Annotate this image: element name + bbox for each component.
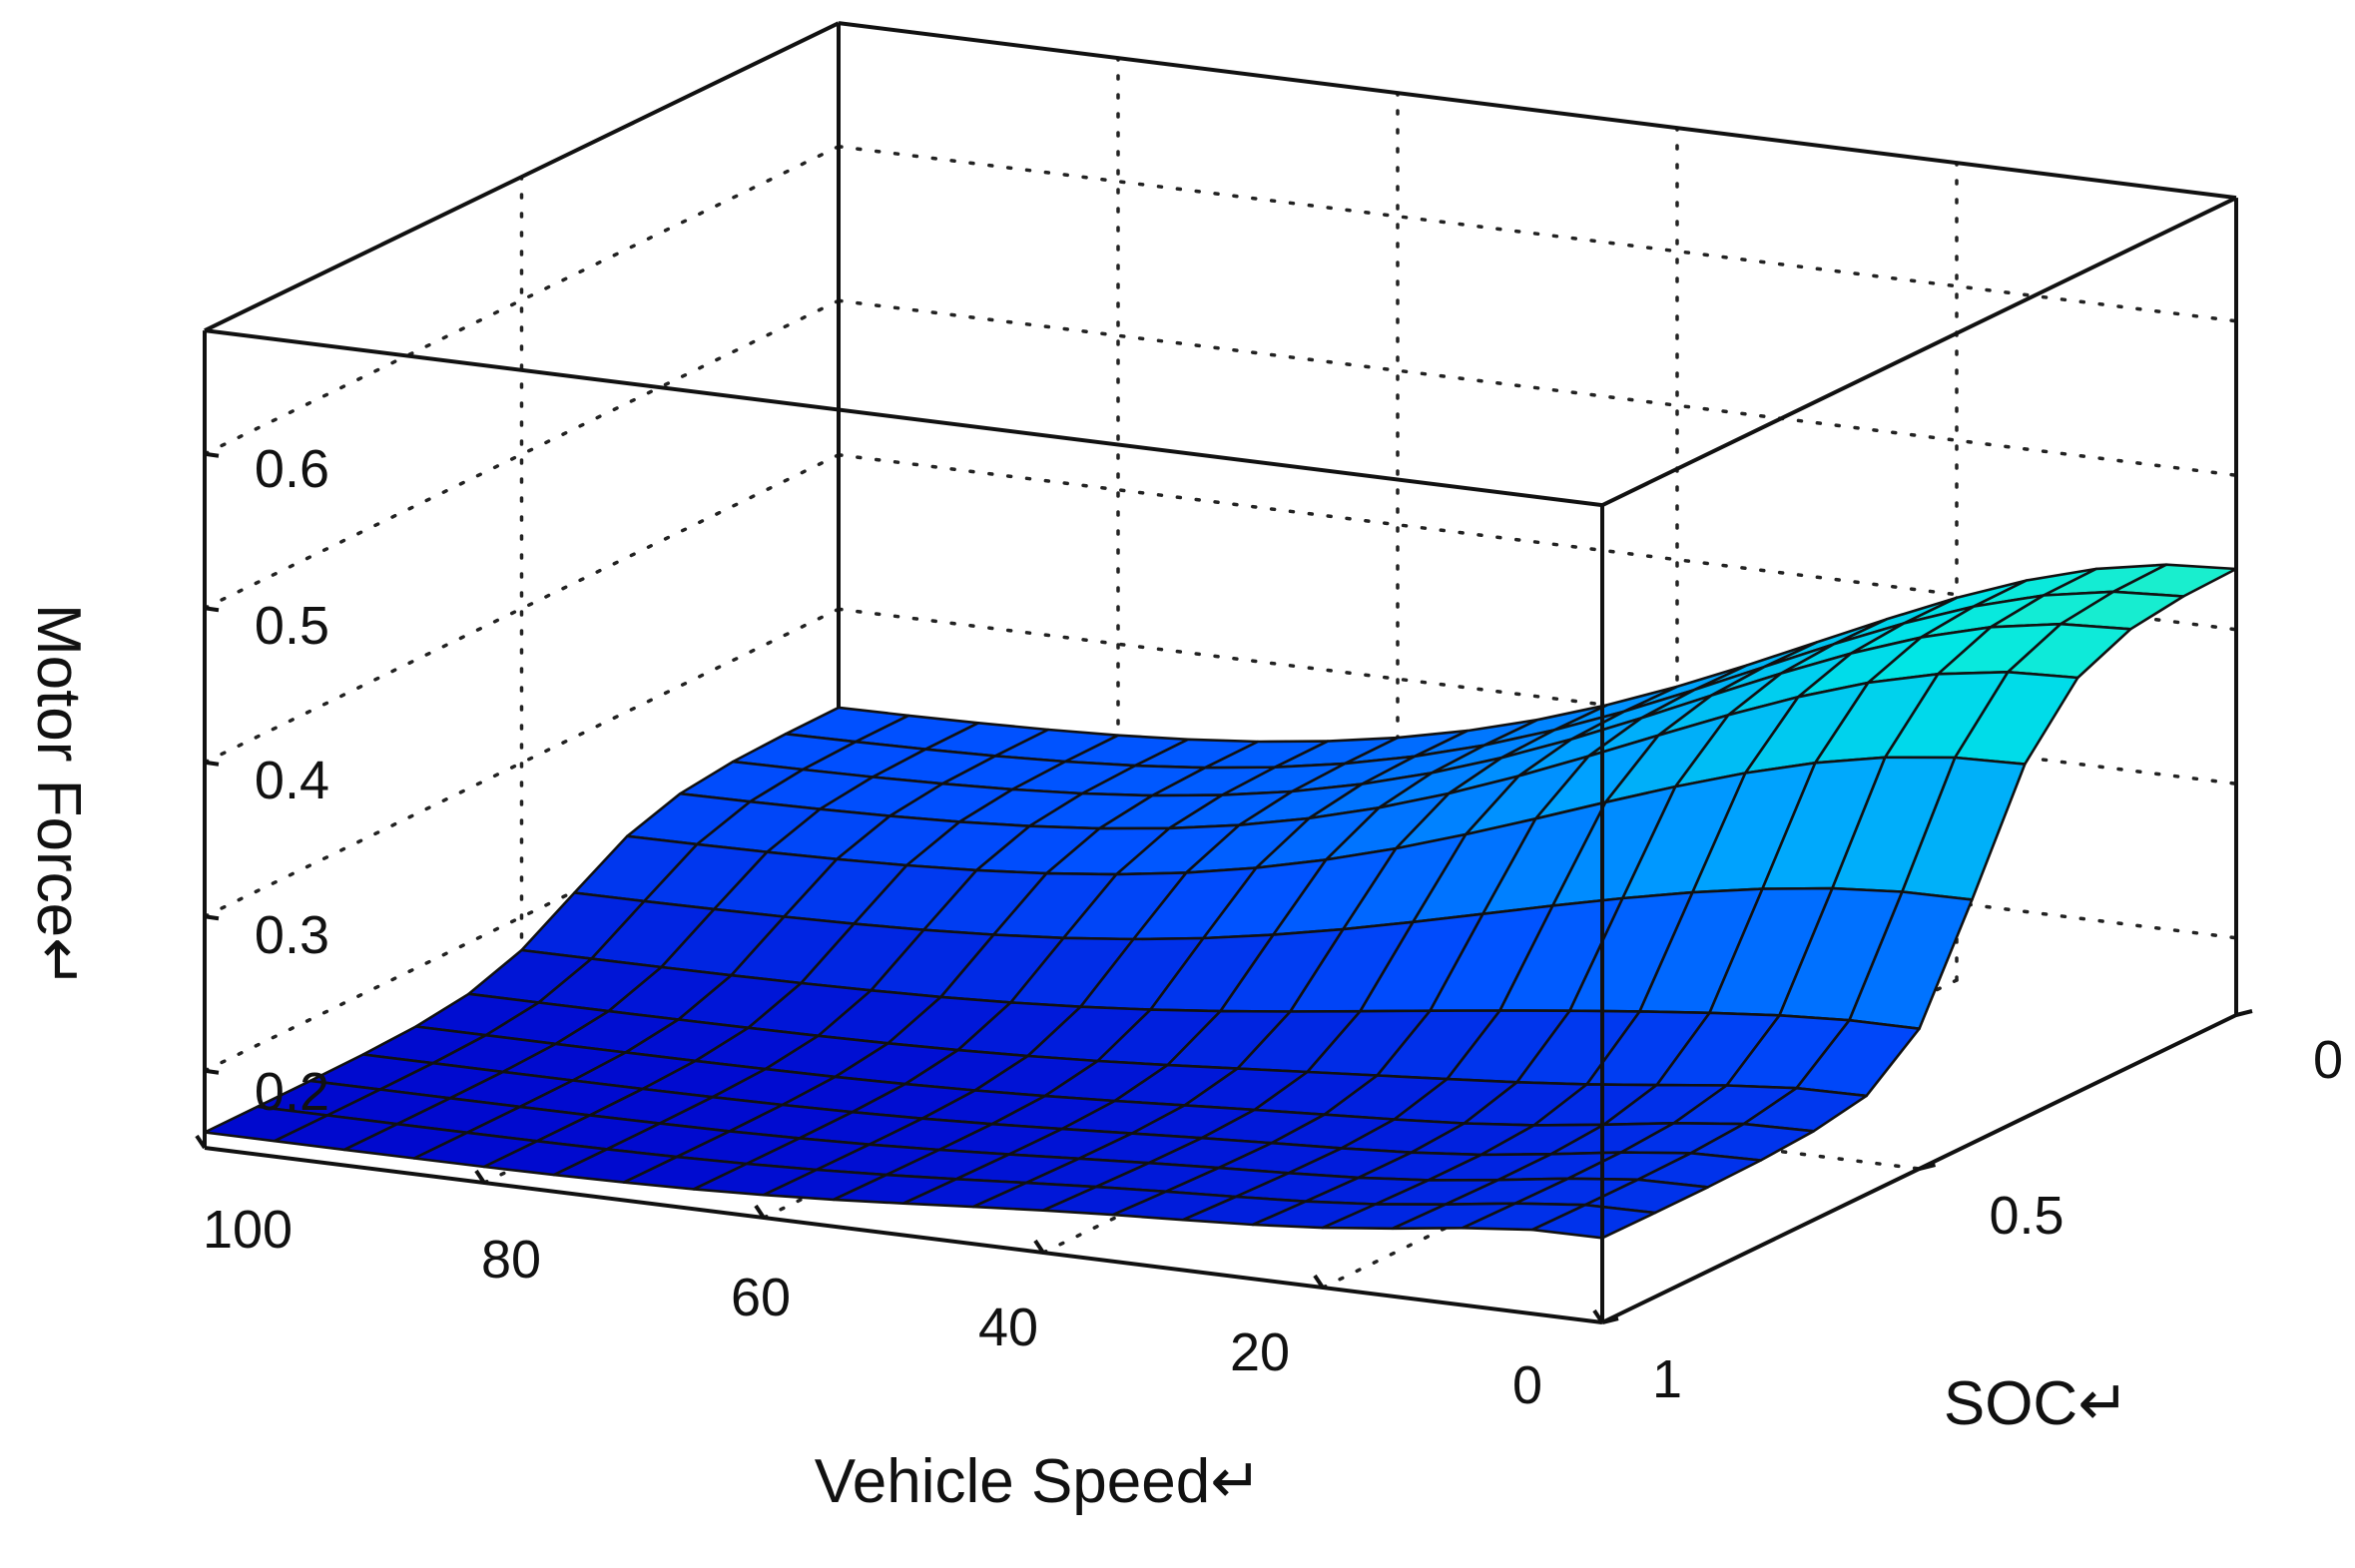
box-edge: [838, 21, 2237, 201]
surface-face: [1530, 1203, 1657, 1240]
grid-line: [837, 298, 2238, 477]
y-tick-labels: 0 0.5 1: [1652, 1030, 2343, 1409]
box-edge: [204, 21, 840, 332]
x-tick-label: 20: [1230, 1322, 1290, 1382]
x-tick-labels: 0 20 40 60 80 100: [203, 1200, 1542, 1415]
x-tick-mark: [474, 1169, 486, 1185]
grid-line: [203, 607, 841, 918]
x-tick-label: 80: [481, 1230, 541, 1290]
x-tick-mark: [1033, 1239, 1045, 1255]
box-edge: [204, 1146, 1603, 1324]
y-tick-label: 1: [1652, 1349, 1682, 1409]
box-edge: [1601, 196, 2237, 507]
z-axis-label: Motor Force↵: [24, 604, 93, 989]
z-tick-mark: [204, 760, 220, 767]
x-tick-mark: [195, 1134, 207, 1150]
surface-mesh: [203, 563, 2238, 1240]
z-tick-label: 0.5: [255, 596, 329, 656]
z-tick-label: 0.4: [255, 751, 329, 810]
z-tick-mark: [204, 451, 220, 458]
grid-line: [203, 453, 841, 765]
z-tick-mark: [204, 914, 220, 921]
x-tick-mark: [1313, 1274, 1325, 1290]
y-tick-mark: [2235, 1009, 2253, 1017]
z-tick-label: 0.2: [255, 1062, 329, 1122]
y-axis-label: SOC↵: [1944, 1369, 2129, 1438]
grid-line: [837, 607, 2238, 785]
x-tick-label: 40: [978, 1298, 1038, 1357]
x-axis-label: Vehicle Speed↵: [815, 1447, 1262, 1516]
grid-line: [203, 298, 841, 610]
tick-marks: [195, 451, 2253, 1324]
axes-box-back: [203, 21, 2238, 1148]
x-tick-label: 100: [203, 1200, 293, 1260]
x-tick-mark: [1592, 1308, 1604, 1324]
y-tick-mark: [1919, 1163, 1936, 1171]
box-edge: [204, 328, 1603, 508]
grid-line: [837, 145, 2238, 323]
grid-line: [203, 145, 841, 456]
x-tick-label: 0: [1512, 1355, 1542, 1415]
z-tick-mark: [204, 606, 220, 613]
grid-line: [837, 453, 2238, 632]
x-tick-mark: [754, 1204, 766, 1220]
y-tick-label: 0: [2313, 1030, 2343, 1090]
z-tick-label: 0.6: [255, 439, 329, 499]
z-tick-labels: 0.2 0.3 0.4 0.5 0.6: [255, 439, 329, 1122]
x-tick-label: 60: [731, 1268, 791, 1327]
y-tick-label: 0.5: [1989, 1186, 2063, 1246]
z-tick-mark: [204, 1068, 220, 1075]
z-tick-label: 0.3: [255, 905, 329, 965]
y-tick-mark: [1601, 1316, 1619, 1324]
